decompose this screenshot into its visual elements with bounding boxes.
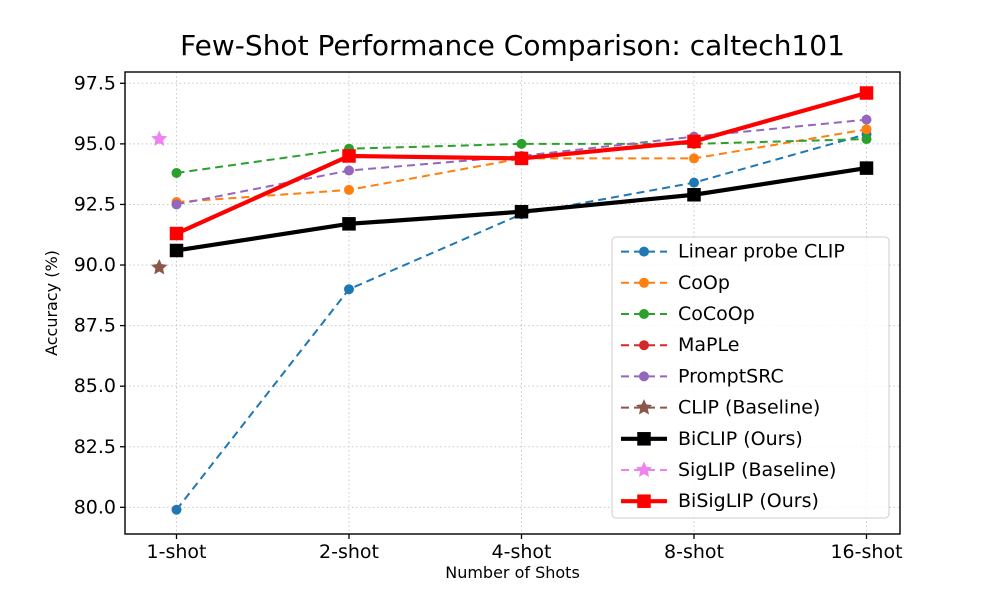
legend-sample-marker bbox=[639, 371, 649, 382]
siglip-baseline-marker bbox=[151, 130, 168, 146]
series-siglip-baseline bbox=[151, 130, 168, 146]
bisiglip-ours-marker bbox=[514, 151, 529, 166]
promptsrc-marker bbox=[861, 114, 872, 125]
legend-box bbox=[611, 236, 890, 519]
legend-item-siglip-baseline: SigLIP (Baseline) bbox=[621, 459, 836, 481]
promptsrc-marker bbox=[344, 165, 354, 176]
x-tick-label: 2-shot bbox=[319, 541, 379, 563]
cocoop-marker bbox=[171, 167, 182, 178]
cocoop-marker bbox=[516, 138, 527, 149]
axes-spines bbox=[124, 71, 901, 535]
legend-label: BiCLIP (Ours) bbox=[678, 428, 803, 450]
legend-sample-marker bbox=[639, 309, 649, 319]
legend-label: MaPLe bbox=[678, 334, 739, 356]
legend-item-promptsrc: PromptSRC bbox=[621, 365, 784, 387]
y-tick-label: 90.0 bbox=[74, 254, 116, 276]
y-tick-label: 85.0 bbox=[74, 375, 116, 397]
legend-sample-marker bbox=[637, 432, 651, 446]
bisiglip-ours-marker bbox=[859, 86, 874, 100]
legend-label: CLIP (Baseline) bbox=[678, 397, 820, 419]
biclip-ours-marker bbox=[342, 217, 356, 231]
coop-marker bbox=[689, 153, 699, 164]
series-line-cocoop bbox=[176, 138, 867, 174]
legend-item-maple: MaPLe bbox=[621, 334, 739, 356]
legend-label: Linear probe CLIP bbox=[678, 241, 845, 263]
axis-ticks: 80.0 82.5 85.0 87.5 90.0 92.5 95.0 97.5 1-shot 2-… bbox=[74, 72, 903, 563]
legend-label: SigLIP (Baseline) bbox=[678, 459, 836, 481]
x-axis-label: Number of Shots bbox=[445, 563, 580, 582]
y-tick-label: 97.5 bbox=[74, 72, 116, 94]
chart-title: Few-Shot Performance Comparison: caltech… bbox=[180, 29, 845, 62]
legend-item-bisiglip-ours: BiSigLIP (Ours) bbox=[621, 490, 819, 512]
legend-item-linear-probe-clip: Linear probe CLIP bbox=[621, 241, 845, 263]
legend-item-coop: CoOp bbox=[621, 272, 730, 294]
legend-item-cocoop: CoCoOp bbox=[621, 303, 755, 325]
legend: Linear probe CLIP CoOp CoCoOp MaPLe PromptSR… bbox=[611, 236, 890, 519]
biclip-ours-marker bbox=[859, 161, 874, 175]
x-tick-label: 4-shot bbox=[492, 541, 552, 563]
series-bisiglip-ours bbox=[169, 86, 874, 241]
x-tick-label: 16-shot bbox=[830, 541, 902, 563]
bisiglip-ours-marker bbox=[169, 226, 184, 241]
series-biclip-ours bbox=[169, 161, 874, 258]
legend-item-biclip-ours: BiCLIP (Ours) bbox=[621, 428, 803, 450]
legend-sample-marker bbox=[639, 340, 649, 351]
biclip-ours-marker bbox=[514, 204, 529, 219]
y-tick-label: 95.0 bbox=[74, 133, 116, 155]
legend-sample-marker bbox=[635, 399, 653, 415]
y-tick-label: 80.0 bbox=[74, 496, 116, 518]
legend-label: PromptSRC bbox=[678, 365, 784, 387]
clip-baseline-marker bbox=[151, 258, 168, 275]
y-axis-label: Accuracy (%) bbox=[42, 250, 61, 356]
legend-label: CoCoOp bbox=[678, 303, 755, 325]
legend-sample-marker bbox=[639, 246, 649, 257]
x-tick-label: 8-shot bbox=[664, 541, 724, 563]
legend-label: CoOp bbox=[678, 272, 730, 294]
series-clip-baseline bbox=[151, 258, 168, 275]
y-tick-label: 82.5 bbox=[74, 436, 116, 458]
linear-probe-clip-marker bbox=[689, 177, 699, 188]
cocoop-marker bbox=[861, 134, 872, 145]
biclip-ours-marker bbox=[169, 243, 184, 258]
series-line-coop bbox=[176, 128, 867, 204]
legend-item-clip-baseline: CLIP (Baseline) bbox=[621, 397, 820, 419]
linear-probe-clip-marker bbox=[171, 504, 182, 515]
legend-sample-marker bbox=[635, 461, 653, 477]
biclip-ours-marker bbox=[687, 188, 701, 202]
coop-marker bbox=[344, 184, 354, 195]
x-tick-label: 1-shot bbox=[147, 541, 207, 563]
bisiglip-ours-marker bbox=[687, 134, 701, 149]
legend-label: BiSigLIP (Ours) bbox=[678, 490, 819, 512]
bisiglip-ours-marker bbox=[342, 149, 356, 163]
y-tick-label: 92.5 bbox=[74, 193, 116, 215]
coop-marker bbox=[861, 124, 872, 135]
legend-sample-marker bbox=[639, 277, 649, 288]
legend-sample-marker bbox=[637, 494, 651, 508]
y-tick-label: 87.5 bbox=[74, 315, 116, 337]
linear-probe-clip-marker bbox=[344, 284, 354, 295]
promptsrc-marker bbox=[171, 199, 182, 210]
